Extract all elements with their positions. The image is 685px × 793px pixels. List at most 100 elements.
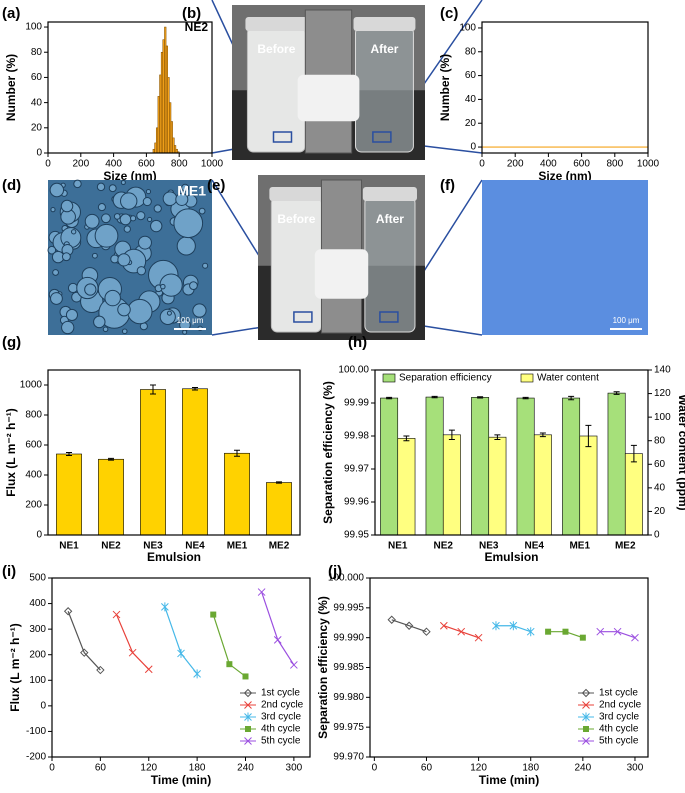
panel-label: (j) [328,563,342,580]
droplet [104,289,121,307]
y-tick-label: 80 [465,46,477,57]
x-tick-label: 180 [522,763,539,774]
y-axis-label: Number (%) [438,54,452,121]
error-bar [448,429,455,441]
marker [583,726,589,732]
series-line [67,611,101,671]
droplet [175,192,189,206]
legend-label: 5th cycle [261,736,301,747]
annotation: NE2 [185,20,209,34]
legend-swatch [382,373,396,383]
droplet [127,298,153,325]
x-tick-label: 60 [421,763,433,774]
droplet [121,328,128,335]
y-tick-label: 99.985 [333,662,364,673]
bar [442,434,461,536]
bar [425,396,444,536]
droplet [61,252,71,262]
error-bar [234,449,240,457]
y-tick-label: 99.975 [333,722,364,733]
marker [144,665,153,674]
legend-label: 1st cycle [261,688,300,699]
marker [257,588,266,596]
error-bar [403,435,410,442]
marker [545,628,552,635]
legend-label: 3rd cycle [261,712,301,723]
error-bar [585,424,592,448]
y2-tick-label: 20 [654,506,666,517]
inset-marker [372,131,392,143]
droplet [113,213,121,220]
marker [290,661,298,669]
y2-tick-label: 80 [654,435,666,446]
vial-cap [269,187,324,201]
marker [63,607,73,616]
x-axis-label: Time (min) [479,773,539,787]
y-tick-label: 200 [25,500,42,511]
x-tick-label: NE3 [143,541,163,552]
legend-label: 2nd cycle [599,700,642,711]
bar [579,435,598,536]
marker [613,627,622,636]
y-tick-label: 99.990 [333,632,364,643]
scale-bar-label: 100 μm [177,316,204,325]
marker [581,688,591,698]
marker [80,648,89,657]
y-tick-label: 99.995 [333,602,364,613]
droplet [153,204,162,213]
plot-frame [369,577,649,758]
x-tick-label: 120 [140,763,157,774]
x-tick-label: 300 [627,763,644,774]
marker [244,712,252,722]
x-tick-label: 400 [540,159,557,170]
bar [471,397,490,536]
droplet [120,180,126,186]
y-tick-label: -100 [26,726,46,737]
droplet [50,207,56,213]
x-tick-label: 240 [237,763,254,774]
droplet [198,207,206,215]
droplet [61,320,75,335]
inset-marker [293,311,313,323]
y-tick-label: 20 [465,118,477,129]
droplet [108,184,117,193]
y-tick-label: 60 [31,72,43,83]
marker [96,665,105,675]
droplet [120,192,138,210]
membrane-wrap [314,249,369,299]
droplet [150,219,163,233]
droplet [117,253,131,267]
bar [224,452,250,536]
vial-cap [245,17,308,31]
marker [582,712,590,722]
y-tick-label: 300 [29,624,46,635]
marker [596,627,605,636]
droplet [93,315,106,329]
vial-label: After [376,212,404,226]
marker [492,621,500,631]
y-tick-label: 100 [29,675,46,686]
legend-label: 2nd cycle [261,700,304,711]
y-tick-label: 80 [31,47,43,58]
y-tick-label: 600 [25,440,42,451]
x-tick-label: NE1 [388,541,408,552]
y-axis-label: Separation efficiency (%) [321,381,335,524]
y2-axis-label: Water content (ppm) [676,394,685,510]
membrane-wrap [297,74,360,122]
marker [582,701,590,709]
x-axis-label: Emulsion [484,550,538,564]
droplet [92,252,98,259]
x-tick-label: ME1 [569,541,590,552]
error-bar [539,432,546,438]
x-tick-label: 1000 [637,159,660,170]
droplet [160,283,166,290]
legend-label: 5th cycle [599,736,639,747]
x-tick-label: ME1 [227,541,248,552]
error-bar [276,481,282,484]
x-tick-label: NE1 [59,541,79,552]
marker [161,602,169,612]
y2-tick-label: 140 [654,365,671,376]
x-tick-label: 800 [171,159,188,170]
panel-label: (i) [2,563,16,580]
series-line [115,614,150,670]
